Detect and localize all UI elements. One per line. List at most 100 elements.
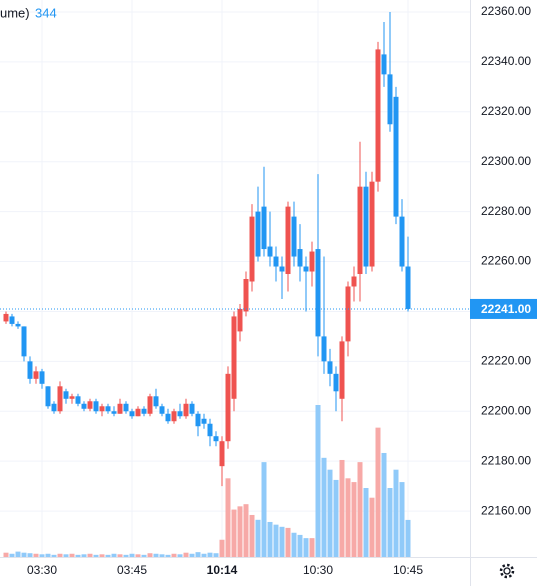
- volume-bar: [339, 459, 345, 557]
- candle-body: [183, 403, 189, 417]
- y-tick-label: 22200.00: [481, 403, 531, 417]
- volume-bar: [285, 527, 291, 557]
- volume-bar: [351, 482, 357, 557]
- candle-body: [249, 216, 255, 282]
- y-tick-label: 22180.00: [481, 453, 531, 467]
- volume-bar: [87, 553, 93, 557]
- candle-body: [237, 308, 243, 332]
- candle-body: [375, 49, 381, 182]
- volume-bar: [279, 526, 285, 557]
- volume-bar: [195, 552, 201, 557]
- volume-bar: [117, 554, 123, 557]
- volume-bar: [21, 552, 27, 557]
- candle-body: [321, 336, 327, 362]
- candle-body: [69, 396, 75, 399]
- candle-body: [75, 396, 81, 404]
- volume-bar: [297, 534, 303, 557]
- candle-body: [141, 408, 147, 414]
- candle-body: [369, 181, 375, 267]
- volume-bar: [159, 554, 165, 557]
- candle-body: [339, 341, 345, 399]
- volume-bar: [393, 469, 399, 557]
- volume-bar: [243, 504, 249, 557]
- volume-bar: [111, 553, 117, 557]
- candle-body: [51, 403, 57, 412]
- candle-body: [381, 54, 387, 75]
- candle-body: [129, 411, 135, 417]
- last-price-box: [470, 298, 537, 319]
- candle-body: [27, 361, 33, 379]
- volume-bar: [255, 519, 261, 557]
- volume-bar: [141, 554, 147, 557]
- volume-bar: [381, 452, 387, 557]
- volume-bar: [99, 554, 105, 557]
- candle-body: [405, 266, 411, 309]
- volume-bar: [399, 482, 405, 557]
- candle-body: [123, 403, 129, 412]
- volume-bar: [147, 553, 153, 557]
- volume-bar: [75, 554, 81, 557]
- candle-body: [189, 403, 195, 414]
- candle-body: [351, 276, 357, 287]
- background: [0, 0, 470, 557]
- volume-bar: [165, 554, 171, 557]
- candle-body: [393, 96, 399, 217]
- candle-body: [153, 396, 159, 407]
- volume-bar: [129, 553, 135, 557]
- y-tick-label: 22160.00: [481, 503, 531, 517]
- volume-bar: [69, 553, 75, 557]
- volume-bar: [219, 539, 225, 557]
- y-tick-label: 22280.00: [481, 204, 531, 218]
- volume-bar: [387, 488, 393, 557]
- candle-body: [135, 408, 141, 417]
- candle-body: [399, 216, 405, 267]
- candle-body: [21, 326, 27, 357]
- legend-label: ume): [0, 5, 30, 20]
- volume-bar: [207, 552, 213, 557]
- volume-bar: [249, 514, 255, 557]
- volume-bar: [51, 554, 57, 557]
- x-tick-label: 10:45: [393, 563, 423, 577]
- volume-bar: [375, 427, 381, 557]
- candle-body: [15, 323, 21, 327]
- candle-body: [261, 206, 267, 250]
- candle-body: [213, 436, 219, 442]
- settings-icon[interactable]: [499, 563, 515, 579]
- volume-bar: [33, 553, 39, 557]
- volume-bar: [171, 553, 177, 557]
- candle-body: [93, 401, 99, 412]
- candle-body: [291, 216, 297, 257]
- volume-bar: [237, 506, 243, 557]
- y-tick-label: 22360.00: [481, 4, 531, 18]
- volume-bar: [201, 553, 207, 557]
- candle-body: [333, 373, 339, 392]
- candle-body: [255, 211, 261, 257]
- volume-bar: [267, 521, 273, 557]
- volume-bar: [3, 552, 9, 557]
- candle-body: [297, 249, 303, 267]
- candle-body: [171, 411, 177, 422]
- volume-bar: [369, 497, 375, 557]
- volume-bar: [81, 554, 87, 557]
- x-tick-label: 03:45: [117, 563, 147, 577]
- volume-bar: [177, 554, 183, 557]
- candle-body: [3, 313, 9, 322]
- candle-body: [63, 391, 69, 399]
- candle-body: [81, 403, 87, 409]
- volume-bar: [27, 553, 33, 557]
- volume-bar: [123, 554, 129, 557]
- candle-body: [45, 386, 51, 407]
- candle-body: [267, 246, 273, 257]
- volume-bar: [315, 405, 321, 557]
- volume-bar: [405, 519, 411, 557]
- candle-body: [387, 74, 393, 125]
- candle-body: [357, 186, 363, 275]
- x-tick-label: 10:30: [303, 563, 333, 577]
- volume-bar: [309, 538, 315, 557]
- candle-body: [87, 401, 93, 409]
- y-tick-label: 22340.00: [481, 54, 531, 68]
- candle-body: [39, 371, 45, 384]
- candle-body: [57, 386, 63, 412]
- volume-bar: [303, 538, 309, 557]
- x-tick-label: 10:14: [207, 563, 238, 577]
